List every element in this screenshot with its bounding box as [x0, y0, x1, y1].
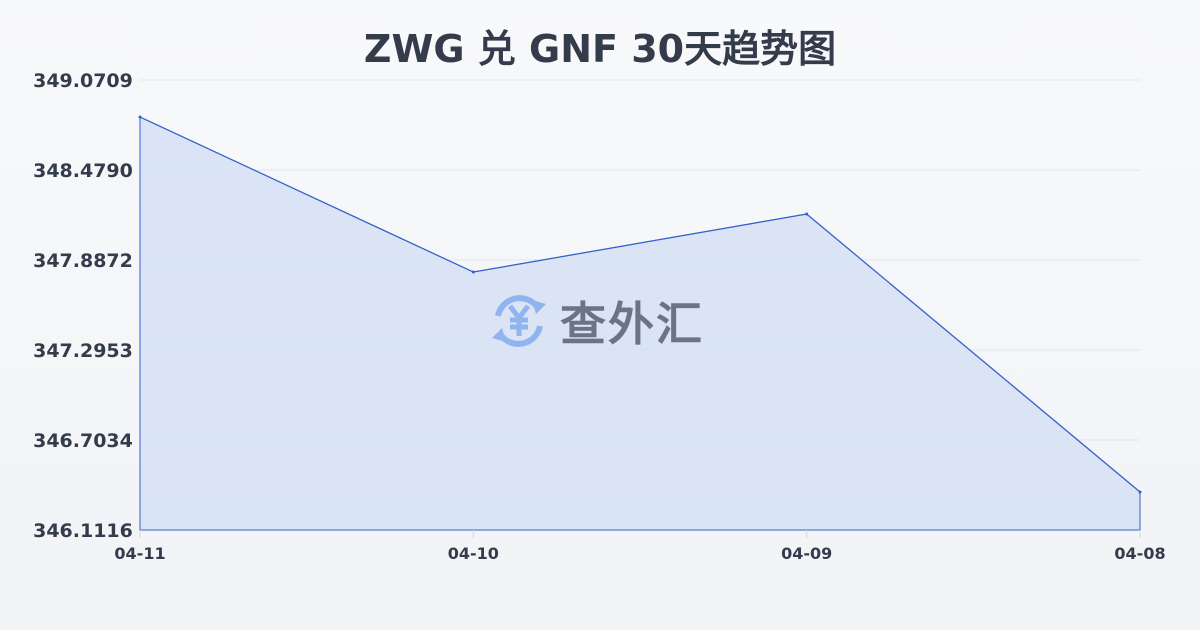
- y-tick-label: 346.7034: [33, 430, 133, 452]
- data-point: [1138, 490, 1142, 494]
- series-line: [139, 116, 1141, 493]
- yen-exchange-icon: [492, 295, 546, 347]
- data-point: [805, 212, 809, 216]
- y-tick-label: 346.1116: [33, 520, 133, 542]
- chart-title: ZWG 兑 GNF 30天趋势图: [363, 27, 837, 71]
- y-tick-label: 347.2953: [33, 340, 133, 362]
- y-tick-label: 348.4790: [33, 160, 133, 182]
- y-tick-label: 349.0709: [33, 70, 133, 92]
- data-point: [138, 115, 142, 119]
- x-tick-label: 04-11: [114, 544, 165, 563]
- data-point: [471, 270, 475, 274]
- y-tick-label: 347.8872: [33, 250, 133, 272]
- x-tick-label: 04-09: [781, 544, 832, 563]
- x-tick-label: 04-10: [448, 544, 499, 563]
- watermark: 查外汇: [488, 288, 704, 354]
- x-tick-label: 04-08: [1114, 544, 1165, 563]
- watermark-text: 查外汇: [560, 297, 704, 351]
